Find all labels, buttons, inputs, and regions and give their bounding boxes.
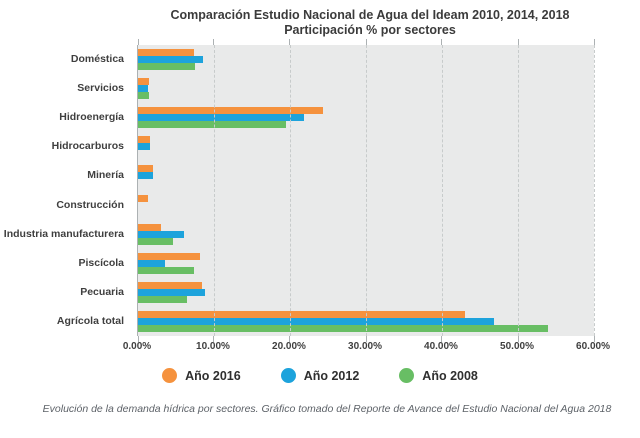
chart-title-line1: Comparación Estudio Nacional de Agua del… bbox=[170, 8, 570, 22]
bar-group-construccion bbox=[138, 190, 594, 219]
bar-ano-2016-mineria bbox=[138, 165, 154, 173]
caption: Evolución de la demanda hídrica por sect… bbox=[42, 403, 612, 415]
legend-label-ano-2012: Año 2012 bbox=[303, 368, 360, 383]
legend-label-ano-2008: Año 2008 bbox=[422, 368, 478, 383]
plot-area bbox=[137, 39, 595, 342]
x-axis-label: 20.00% bbox=[272, 341, 306, 352]
bar-rows bbox=[138, 45, 594, 336]
legend-swatch-ano-2016 bbox=[162, 368, 178, 383]
bar-ano-2012-domestica bbox=[138, 56, 203, 64]
x-axis-label: 50.00% bbox=[500, 341, 534, 352]
bar-ano-2016-pecuaria bbox=[138, 281, 202, 289]
legend: Año 2016 Año 2012 Año 2008 bbox=[0, 368, 640, 383]
bar-group-hidrocarburos bbox=[138, 132, 594, 161]
axis-tick bbox=[593, 336, 595, 342]
bar-ano-2008-industria-manufacturera bbox=[138, 237, 173, 245]
bar-ano-2016-servicios bbox=[138, 78, 150, 86]
gridline bbox=[441, 45, 443, 336]
axis-tick bbox=[213, 39, 215, 45]
bar-group-servicios bbox=[138, 74, 594, 103]
legend-item-ano-2016: Año 2016 bbox=[162, 368, 241, 383]
category-axis: Doméstica Servicios Hidroenergía Hidrocarbu… bbox=[0, 45, 131, 336]
chart-title: Comparación Estudio Nacional de Agua del… bbox=[100, 8, 640, 38]
axis-tick bbox=[441, 336, 443, 342]
bar-ano-2016-hidroenergia bbox=[138, 107, 323, 115]
bar-ano-2016-agricola-total bbox=[138, 310, 465, 318]
chart-title-line2: Participación % por sectores bbox=[284, 23, 456, 37]
axis-tick bbox=[213, 336, 215, 342]
gridline bbox=[518, 45, 519, 336]
bar-ano-2016-industria-manufacturera bbox=[138, 223, 161, 231]
legend-swatch-ano-2008 bbox=[399, 368, 415, 383]
bar-ano-2016-hidrocarburos bbox=[138, 136, 151, 144]
category-label-piscicola: Piscícola bbox=[78, 256, 124, 269]
bar-ano-2012-agricola-total bbox=[138, 317, 495, 325]
category-label-mineria: Minería bbox=[87, 169, 124, 182]
bar-ano-2008-domestica bbox=[138, 63, 195, 71]
bar-ano-2012-mineria bbox=[138, 172, 154, 180]
bar-group-piscicola bbox=[138, 249, 594, 278]
axis-tick bbox=[137, 39, 139, 45]
axis-tick bbox=[593, 39, 595, 45]
axis-tick bbox=[289, 336, 291, 342]
category-label-hidrocarburos: Hidrocarburos bbox=[51, 140, 124, 153]
bar-group-hidroenergia bbox=[138, 103, 594, 132]
axis-tick bbox=[517, 39, 519, 45]
bar-ano-2012-hidrocarburos bbox=[138, 143, 151, 151]
legend-item-ano-2012: Año 2012 bbox=[280, 368, 360, 383]
category-label-hidroenergia: Hidroenergía bbox=[59, 111, 124, 124]
bar-ano-2008-pecuaria bbox=[138, 295, 187, 303]
legend-label-ano-2016: Año 2016 bbox=[185, 368, 241, 383]
bar-ano-2012-pecuaria bbox=[138, 288, 205, 296]
legend-swatch-ano-2012 bbox=[280, 368, 296, 383]
axis-tick bbox=[289, 39, 291, 45]
x-axis-label: 60.00% bbox=[576, 341, 610, 352]
bar-ano-2016-construccion bbox=[138, 194, 148, 202]
category-label-agricola-total: Agrícola total bbox=[56, 314, 124, 327]
category-label-industria-manufacturera: Industria manufacturera bbox=[3, 227, 124, 240]
gridline bbox=[289, 45, 291, 336]
axis-tick bbox=[365, 39, 367, 45]
bar-ano-2016-domestica bbox=[138, 49, 195, 57]
gridline bbox=[213, 45, 215, 336]
x-axis-labels: 0.00% 10.00% 20.00% 30.00% 40.00% 50.00% 60.00… bbox=[123, 341, 610, 355]
x-axis-label: 10.00% bbox=[196, 341, 230, 352]
axis-tick bbox=[441, 39, 443, 45]
axis-tick bbox=[137, 336, 139, 342]
bar-ano-2012-industria-manufacturera bbox=[138, 230, 185, 238]
bar-group-mineria bbox=[138, 161, 594, 190]
bar-ano-2016-piscicola bbox=[138, 252, 201, 260]
bar-ano-2008-hidroenergia bbox=[138, 121, 287, 129]
category-label-pecuaria: Pecuaria bbox=[80, 285, 124, 298]
category-label-domestica: Doméstica bbox=[70, 53, 124, 66]
bar-ano-2008-servicios bbox=[138, 92, 150, 100]
bar-ano-2012-hidroenergia bbox=[138, 114, 304, 122]
bar-ano-2008-piscicola bbox=[138, 266, 195, 274]
bar-group-agricola-total bbox=[138, 307, 594, 336]
x-axis-label: 40.00% bbox=[424, 341, 458, 352]
bar-group-domestica bbox=[138, 45, 594, 74]
x-axis-label: 0.00% bbox=[122, 341, 152, 352]
bar-group-pecuaria bbox=[138, 278, 594, 307]
bar-group-industria-manufacturera bbox=[138, 220, 594, 249]
x-axis-label: 30.00% bbox=[348, 341, 382, 352]
axis-tick bbox=[365, 336, 367, 342]
category-label-servicios: Servicios bbox=[77, 82, 124, 95]
bar-ano-2012-piscicola bbox=[138, 259, 166, 267]
gridline bbox=[366, 45, 367, 336]
legend-item-ano-2008: Año 2008 bbox=[399, 368, 478, 383]
category-label-construccion: Construcción bbox=[56, 198, 124, 211]
axis-tick bbox=[517, 336, 519, 342]
gridline bbox=[594, 45, 595, 336]
bar-ano-2012-servicios bbox=[138, 85, 148, 93]
bar-ano-2008-agricola-total bbox=[138, 324, 548, 332]
